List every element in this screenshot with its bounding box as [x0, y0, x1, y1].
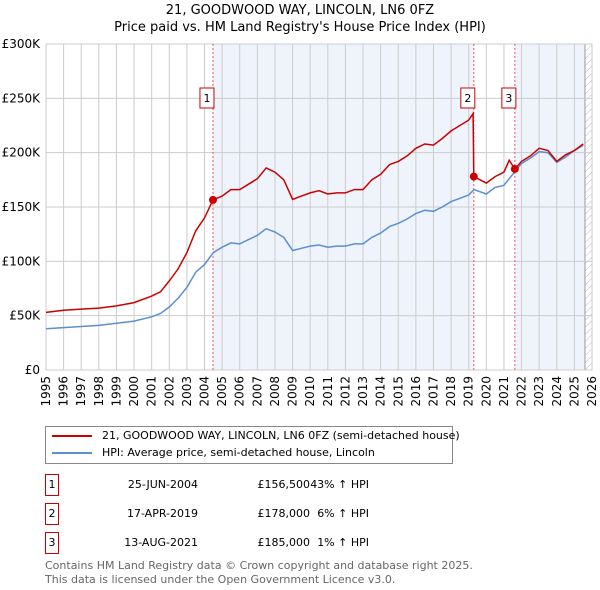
legend-label: 21, GOODWOOD WAY, LINCOLN, LN6 0FZ (semi…: [102, 429, 460, 442]
sale-hpi-diff: 6% ↑ HPI: [317, 507, 369, 520]
x-tick-label: 1997: [74, 376, 88, 407]
sale-price: £156,500: [257, 478, 311, 491]
x-tick-label: 2016: [409, 376, 423, 407]
sale-label: 1: [203, 92, 210, 105]
price-chart: 1995 1996 1997 1998 1999 2000 2001 2002 2003 2004…: [2, 37, 599, 407]
y-tick-label: £250K: [2, 91, 42, 105]
sale-hpi-diff: 1% ↑ HPI: [317, 536, 369, 549]
x-tick-label: 1996: [57, 376, 71, 407]
sale-label-box: [199, 87, 215, 109]
x-tick-label: 2017: [426, 376, 440, 407]
y-tick-label: £150K: [2, 200, 42, 214]
x-tick-label: 2002: [162, 376, 176, 407]
x-tick-label: 2008: [268, 376, 282, 407]
x-tick-label: 2020: [479, 376, 493, 407]
x-tick-label: 2021: [497, 376, 511, 407]
plot-border: [45, 43, 593, 371]
chart-title: 21, GOODWOOD WAY, LINCOLN, LN6 0FZ: [165, 3, 435, 18]
sale-price: £185,000: [257, 536, 311, 549]
x-tick-label: 2015: [391, 376, 405, 407]
x-tick-label: 2009: [286, 376, 300, 407]
x-tick-label: 2010: [303, 376, 317, 407]
sale-label-box: [460, 87, 476, 109]
x-tick-label: 2019: [462, 376, 476, 407]
series-line: [45, 144, 584, 330]
legend-item-property: 21, GOODWOOD WAY, LINCOLN, LN6 0FZ (semi…: [52, 429, 460, 443]
blue-line-swatch: [52, 452, 92, 454]
red-line-swatch: [52, 435, 92, 437]
sale-number-badge: 3: [45, 532, 59, 554]
sale-date: 13-AUG-2021: [124, 536, 198, 549]
x-tick-label: 2003: [180, 376, 194, 407]
sale-number-badge: 1: [45, 474, 59, 496]
x-tick-label: 1998: [92, 376, 106, 407]
footer-copyright: Contains HM Land Registry data © Crown c…: [45, 559, 473, 572]
sale-point: [469, 172, 478, 181]
sale-date: 25-JUN-2004: [127, 478, 198, 491]
sale-date: 17-APR-2019: [126, 507, 198, 520]
x-tick-label: 2013: [356, 376, 370, 407]
x-tick-label: 2007: [250, 376, 264, 407]
sale-label-box: [501, 87, 517, 109]
y-tick-label: £50K: [9, 309, 41, 323]
sale-hpi-diff: 43% ↑ HPI: [310, 478, 369, 491]
sale-number-badge: 2: [45, 503, 59, 525]
sale-point: [208, 195, 217, 204]
x-tick-label: 2004: [198, 376, 212, 407]
sale-row: 3 13-AUG-2021 £185,000 1% ↑ HPI: [45, 532, 445, 554]
x-tick-label: 2006: [233, 376, 247, 407]
sale-label: 2: [464, 92, 471, 105]
x-tick-label: 2022: [515, 376, 529, 407]
y-tick-label: £200K: [2, 146, 42, 160]
x-tick-label: 2025: [567, 376, 581, 407]
footer-licence: This data is licensed under the Open Gov…: [45, 573, 396, 586]
legend-item-hpi: HPI: Average price, semi-detached house,…: [52, 446, 375, 460]
x-tick-label: 2024: [550, 376, 564, 407]
x-tick-label: 2000: [127, 376, 141, 407]
y-tick-label: £0: [25, 363, 40, 377]
x-tick-label: 2005: [215, 376, 229, 407]
x-tick-label: 2026: [585, 376, 599, 407]
series-line: [45, 111, 584, 314]
x-tick-label: 2023: [532, 376, 546, 407]
legend: 21, GOODWOOD WAY, LINCOLN, LN6 0FZ (semi…: [45, 426, 460, 464]
x-tick-label: 2018: [444, 376, 458, 407]
chart-subtitle: Price paid vs. HM Land Registry's House …: [114, 20, 486, 35]
x-tick-label: 1995: [39, 376, 53, 407]
sale-row: 1 25-JUN-2004 £156,500 43% ↑ HPI: [45, 474, 445, 496]
sale-label: 3: [505, 92, 512, 105]
sale-price: £178,000: [257, 507, 311, 520]
x-tick-label: 2001: [145, 376, 159, 407]
legend-label: HPI: Average price, semi-detached house,…: [102, 446, 375, 459]
sale-point: [510, 164, 519, 173]
x-tick-label: 2014: [374, 376, 388, 407]
y-tick-label: £100K: [2, 254, 42, 268]
y-tick-label: £300K: [2, 37, 42, 51]
x-tick-label: 2012: [338, 376, 352, 407]
x-tick-label: 2011: [321, 376, 335, 407]
x-tick-label: 1999: [109, 376, 123, 407]
sale-row: 2 17-APR-2019 £178,000 6% ↑ HPI: [45, 503, 445, 525]
